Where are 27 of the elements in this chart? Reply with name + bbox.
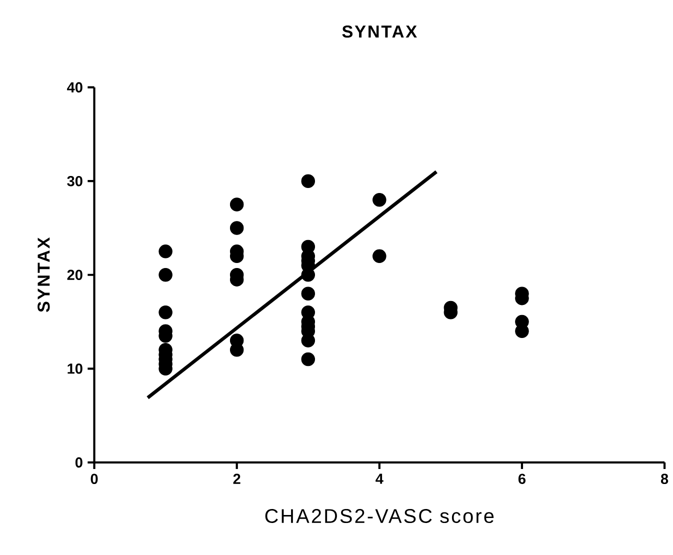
point (301, 174, 316, 188)
point (230, 198, 244, 212)
y-tick-label: 30 (67, 176, 82, 186)
y-tick-label: 40 (67, 82, 82, 93)
x-tick-label: 0 (90, 474, 98, 484)
point (301, 268, 316, 282)
point (372, 249, 386, 264)
point (158, 306, 172, 320)
x-tick-label: 4 (376, 474, 384, 484)
chart-title: SYNTAX (342, 26, 417, 38)
y-tick-label: 20 (67, 270, 82, 280)
point (301, 352, 316, 366)
y-tick-label: 0 (75, 457, 82, 468)
point (158, 244, 172, 258)
x-tick-label: 8 (660, 474, 668, 484)
point (301, 334, 316, 348)
point (230, 221, 244, 236)
point (515, 324, 529, 338)
point (230, 343, 244, 357)
point (301, 286, 316, 301)
point (158, 268, 172, 282)
y-axis-title: SYNTAX (38, 237, 50, 312)
y-tick-label: 10 (68, 364, 82, 374)
x-tick-label: 2 (233, 474, 240, 484)
x-tick-label: 6 (518, 474, 526, 484)
x-axis-title: CHA2DS2-VASC score (265, 509, 494, 524)
point (372, 193, 386, 207)
